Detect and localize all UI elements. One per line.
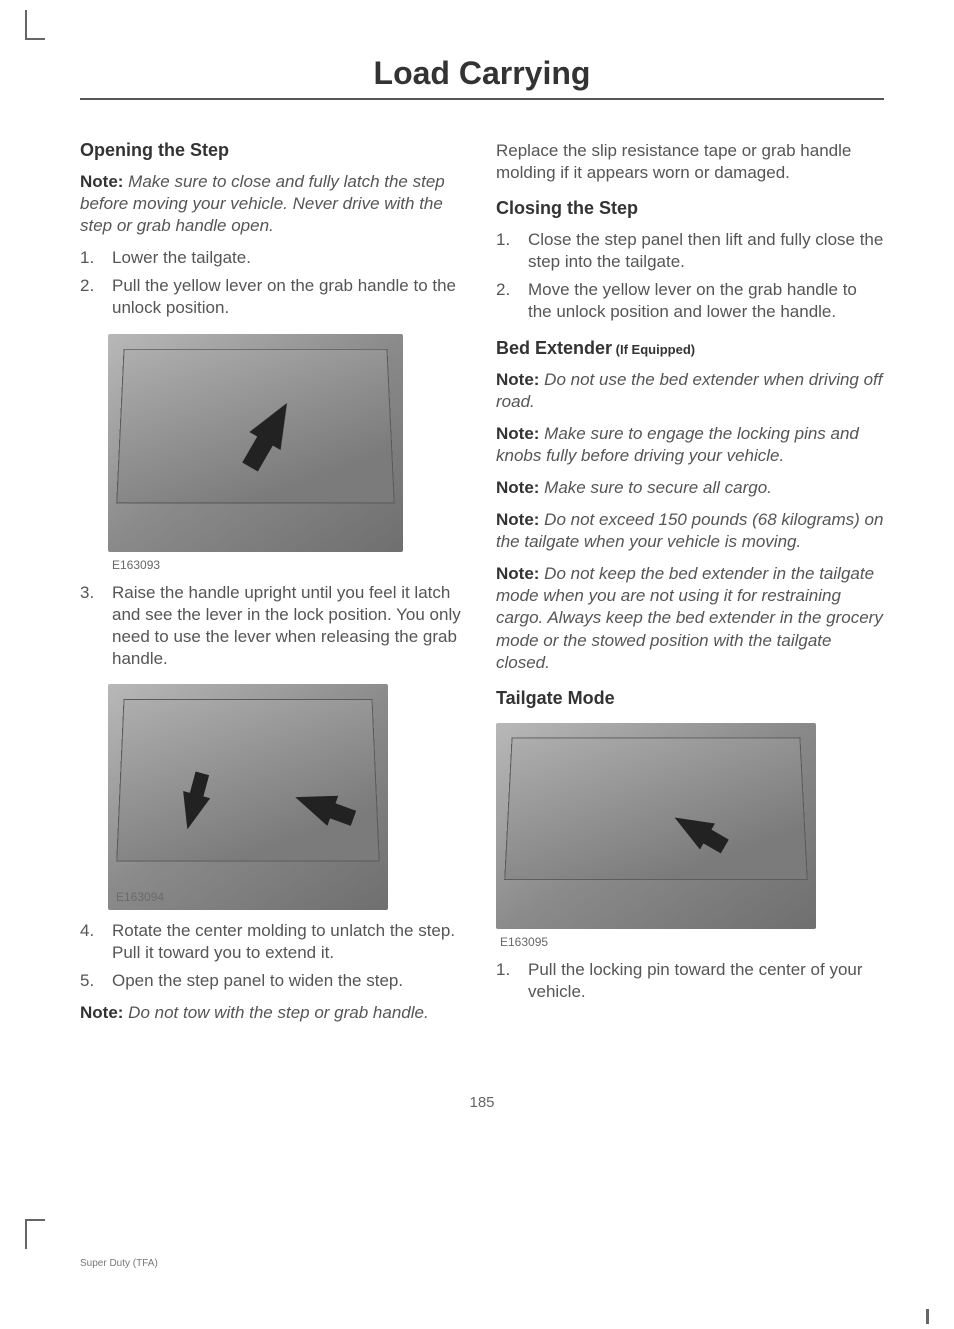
crop-mark-bottom-left [25,1219,45,1249]
note-label: Note: [496,510,539,529]
figure-3: E163095 [496,723,884,949]
footer-model: Super Duty (TFA) [80,1258,158,1269]
list-item: Raise the handle upright until you feel … [80,582,468,670]
figure-1-image [108,334,403,552]
note-text: Do not tow with the step or grab handle. [123,1003,428,1022]
note-text: Make sure to engage the locking pins and… [496,424,859,465]
list-item: Open the step panel to widen the step. [80,970,468,992]
heading-tailgate-mode: Tailgate Mode [496,688,884,709]
heading-opening-step: Opening the Step [80,140,468,161]
note-label: Note: [496,370,539,389]
list-item: Lower the tailgate. [80,247,468,269]
note-bed-2: Note: Make sure to engage the locking pi… [496,423,884,467]
opening-steps-list-1: Lower the tailgate. Pull the yellow leve… [80,247,468,319]
note-text: Do not use the bed extender when driving… [496,370,883,411]
note-text: Make sure to secure all cargo. [539,478,771,497]
note-opening: Note: Make sure to close and fully latch… [80,171,468,237]
figure-2-caption: E163094 [116,890,164,904]
bed-extender-illustration [504,737,808,880]
note-label: Note: [496,564,539,583]
page-title: Load Carrying [80,55,884,92]
figure-1-caption: E163093 [112,558,468,572]
step-illustration [116,699,380,862]
note-text: Make sure to close and fully latch the s… [80,172,445,235]
heading-closing-step: Closing the Step [496,198,884,219]
left-column: Opening the Step Note: Make sure to clos… [80,140,468,1034]
note-bed-1: Note: Do not use the bed extender when d… [496,369,884,413]
right-column: Replace the slip resistance tape or grab… [496,140,884,1034]
note-bed-4: Note: Do not exceed 150 pounds (68 kilog… [496,509,884,553]
page-number: 185 [80,1094,884,1111]
figure-1: E163093 [108,334,468,572]
figure-3-caption: E163095 [500,935,884,949]
figure-3-image [496,723,816,929]
list-item: Pull the yellow lever on the grab handle… [80,275,468,319]
heading-text: Bed Extender [496,338,612,358]
figure-2-image: E163094 [108,684,388,910]
list-item: Move the yellow lever on the grab handle… [496,279,884,323]
crop-mark-top-left [25,10,45,40]
note-tow: Note: Do not tow with the step or grab h… [80,1002,468,1024]
closing-steps-list: Close the step panel then lift and fully… [496,229,884,323]
note-label: Note: [496,478,539,497]
note-bed-5: Note: Do not keep the bed extender in th… [496,563,884,673]
note-label: Note: [80,172,123,191]
list-item: Pull the locking pin toward the center o… [496,959,884,1003]
note-label: Note: [80,1003,123,1022]
two-column-layout: Opening the Step Note: Make sure to clos… [80,140,884,1034]
note-bed-3: Note: Make sure to secure all cargo. [496,477,884,499]
list-item: Close the step panel then lift and fully… [496,229,884,273]
heading-bed-extender: Bed Extender (If Equipped) [496,338,884,359]
crop-mark-bottom-right [926,1309,929,1324]
heading-subtext: (If Equipped) [612,342,695,357]
replace-tape-para: Replace the slip resistance tape or grab… [496,140,884,184]
page-content: Load Carrying Opening the Step Note: Mak… [0,0,954,1151]
title-rule [80,98,884,100]
list-item: Rotate the center molding to unlatch the… [80,920,468,964]
figure-2: E163094 [108,684,468,910]
note-text: Do not exceed 150 pounds (68 kilograms) … [496,510,883,551]
tailgate-mode-list: Pull the locking pin toward the center o… [496,959,884,1003]
opening-steps-list-3: Rotate the center molding to unlatch the… [80,920,468,992]
opening-steps-list-2: Raise the handle upright until you feel … [80,582,468,670]
note-label: Note: [496,424,539,443]
note-text: Do not keep the bed extender in the tail… [496,564,883,671]
